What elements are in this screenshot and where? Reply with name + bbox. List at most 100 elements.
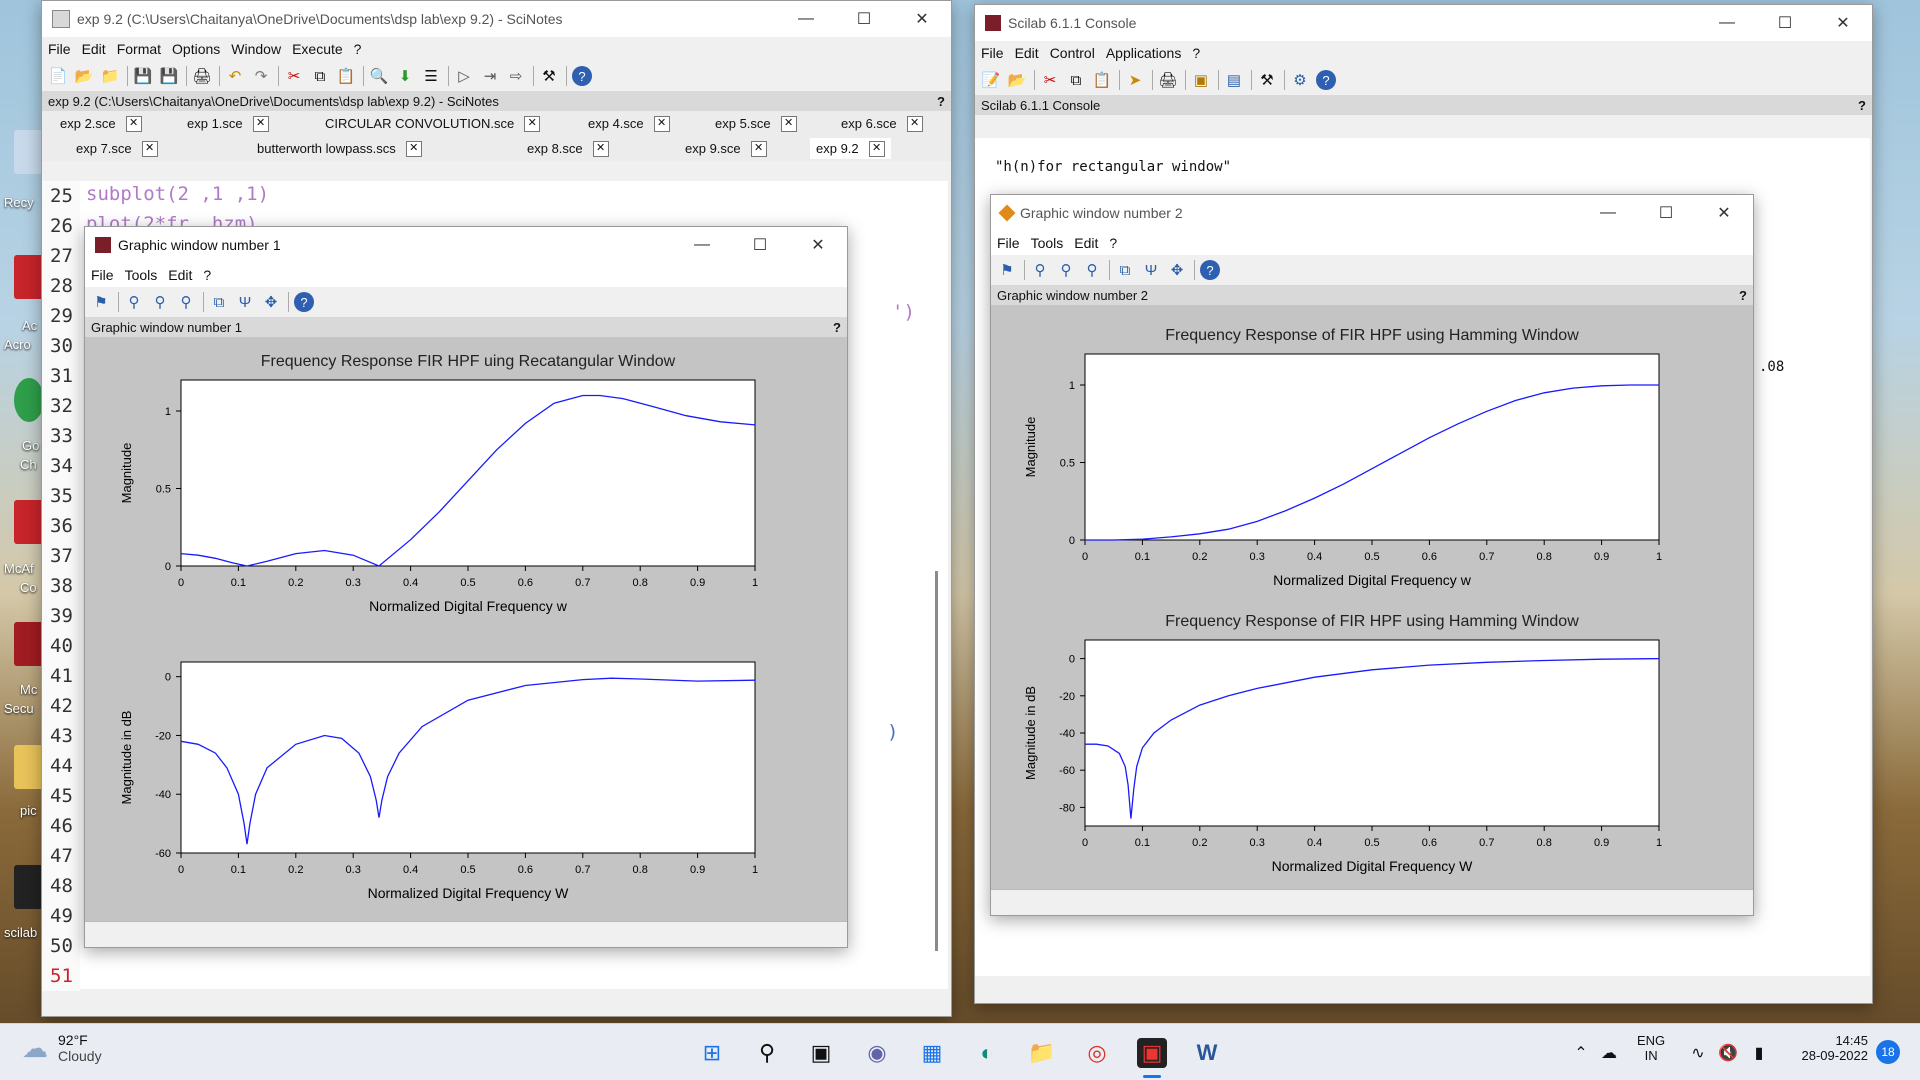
close-icon[interactable]: ✕: [915, 11, 929, 28]
search-icon[interactable]: ⚲: [758, 1040, 776, 1065]
open-folder-icon[interactable]: 📁: [100, 68, 120, 85]
tab-exp9[interactable]: exp 9.sce ✕: [685, 138, 767, 159]
scinotes-titlebar[interactable]: exp 9.2 (C:\Users\Chaitanya\OneDrive\Doc…: [42, 1, 951, 37]
help-icon[interactable]: ?: [572, 66, 592, 86]
minimize-icon[interactable]: —: [798, 10, 814, 27]
clear-console-icon[interactable]: ▣: [1193, 72, 1209, 89]
tab-butterworth-lowpass[interactable]: butterworth lowpass.scs ✕: [257, 138, 422, 159]
menu-options[interactable]: Options: [172, 41, 221, 57]
print-icon[interactable]: 🖨: [1158, 72, 1178, 89]
tab-close-icon[interactable]: ✕: [405, 140, 422, 157]
tab-close-icon[interactable]: ✕: [141, 140, 158, 157]
menu-execute[interactable]: Execute: [292, 41, 343, 57]
scilab-desktop-icon[interactable]: [14, 865, 44, 909]
close-icon[interactable]: ✕: [811, 237, 825, 254]
help-icon[interactable]: ?: [1316, 70, 1336, 90]
tab-close-icon[interactable]: ✕: [780, 115, 797, 132]
load-into-scilab-icon[interactable]: ⬇: [398, 68, 412, 85]
xcos-icon[interactable]: ▤: [1226, 72, 1242, 89]
infobar-help-icon[interactable]: ?: [833, 319, 841, 335]
preferences-icon[interactable]: ⚒: [542, 68, 556, 85]
zoom-icon[interactable]: ⚲: [128, 294, 140, 311]
preferences-icon[interactable]: ⚒: [1260, 72, 1274, 89]
run-until-icon[interactable]: ⇥: [483, 68, 497, 85]
tab-circular-convolution[interactable]: CIRCULAR CONVOLUTION.sce ✕: [325, 113, 541, 134]
menu-file[interactable]: File: [981, 45, 1004, 61]
mcafee-security-icon[interactable]: [14, 622, 44, 666]
battery-icon[interactable]: ▮: [1754, 1045, 1764, 1062]
network-status-icon[interactable]: ☁: [1601, 1045, 1617, 1062]
find-replace-icon[interactable]: 🔍: [369, 68, 389, 85]
tab-exp4[interactable]: exp 4.sce ✕: [588, 113, 670, 134]
datatip-icon[interactable]: ⚑: [1000, 262, 1014, 279]
tab-close-icon[interactable]: ✕: [125, 115, 142, 132]
tab-close-icon[interactable]: ✕: [653, 115, 670, 132]
wifi-icon[interactable]: ∿: [1691, 1045, 1705, 1062]
help-icon[interactable]: ?: [294, 292, 314, 312]
menu-control[interactable]: Control: [1049, 45, 1095, 61]
menu-help[interactable]: ?: [353, 41, 362, 57]
menu-edit[interactable]: Edit: [1074, 235, 1099, 251]
menu-help[interactable]: ?: [1109, 235, 1118, 251]
zoom-in-icon[interactable]: ⚲: [1060, 262, 1072, 279]
minimize-icon[interactable]: —: [1600, 204, 1616, 221]
infobar-help-icon[interactable]: ?: [937, 93, 945, 109]
tab-close-icon[interactable]: ✕: [252, 115, 269, 132]
tab-exp6[interactable]: exp 6.sce ✕: [841, 113, 923, 134]
undo-icon[interactable]: ↶: [228, 68, 242, 85]
execute-file-icon[interactable]: ☰: [424, 68, 438, 85]
menu-help[interactable]: ?: [203, 267, 212, 283]
pan-icon[interactable]: ✥: [264, 294, 278, 311]
change-directory-icon[interactable]: ➤: [1128, 72, 1142, 89]
zoom-out-icon[interactable]: ⚲: [180, 294, 192, 311]
run-selection-icon[interactable]: ⇨: [509, 68, 523, 85]
menu-file[interactable]: File: [91, 267, 114, 283]
menu-tools[interactable]: Tools: [1030, 235, 1064, 251]
save-as-icon[interactable]: 💾: [159, 68, 179, 85]
menu-applications[interactable]: Applications: [1105, 45, 1182, 61]
zoom-out-icon[interactable]: ⚲: [1086, 262, 1098, 279]
menu-file[interactable]: File: [997, 235, 1020, 251]
redo-icon[interactable]: ↷: [254, 68, 268, 85]
tab-close-icon[interactable]: ✕: [524, 115, 541, 132]
scinotes-icon[interactable]: 📝: [981, 72, 1001, 89]
close-icon[interactable]: ✕: [1836, 15, 1850, 32]
editor-scrollbar[interactable]: [935, 571, 938, 951]
menu-help[interactable]: ?: [1192, 45, 1201, 61]
edit-axes-icon[interactable]: Ψ: [1144, 261, 1158, 279]
language-indicator[interactable]: ENG IN: [1637, 1033, 1665, 1063]
run-icon[interactable]: ▷: [458, 68, 470, 85]
file-explorer-icon[interactable]: 📁: [1028, 1040, 1056, 1065]
maximize-icon[interactable]: ☐: [752, 237, 768, 254]
recycle-bin-icon[interactable]: [14, 130, 44, 174]
notification-badge[interactable]: 18: [1876, 1040, 1900, 1064]
menu-window[interactable]: Window: [231, 41, 282, 57]
rotate-icon[interactable]: ⧉: [1119, 261, 1131, 279]
volume-muted-icon[interactable]: 🔇: [1718, 1045, 1738, 1062]
infobar-help-icon[interactable]: ?: [1858, 97, 1866, 113]
tab-close-icon[interactable]: ✕: [868, 140, 885, 157]
folder-icon[interactable]: [14, 745, 44, 789]
graphic2-titlebar[interactable]: Graphic window number 2 — ☐ ✕: [991, 195, 1753, 231]
tab-close-icon[interactable]: ✕: [750, 140, 767, 157]
module-manager-icon[interactable]: ⚙: [1293, 72, 1307, 89]
chrome-icon[interactable]: [14, 378, 44, 422]
open-file-icon[interactable]: 📂: [74, 68, 94, 85]
paste-icon[interactable]: 📋: [1092, 72, 1112, 89]
edge-browser-icon[interactable]: ◐: [980, 1040, 994, 1065]
tab-exp9-2-active[interactable]: exp 9.2 ✕: [810, 138, 891, 159]
save-icon[interactable]: 💾: [133, 68, 153, 85]
task-view-icon[interactable]: ▣: [810, 1040, 832, 1065]
paste-icon[interactable]: 📋: [336, 68, 356, 85]
copy-icon[interactable]: ⧉: [1070, 71, 1082, 89]
chrome-taskbar-icon[interactable]: ◎: [1087, 1040, 1107, 1065]
microsoft-store-icon[interactable]: ▦: [921, 1040, 943, 1065]
tab-exp2[interactable]: exp 2.sce ✕: [60, 113, 142, 134]
menu-tools[interactable]: Tools: [124, 267, 158, 283]
graphic1-titlebar[interactable]: Graphic window number 1 — ☐ ✕: [85, 227, 847, 263]
cut-icon[interactable]: ✂: [1043, 72, 1057, 89]
help-icon[interactable]: ?: [1200, 260, 1220, 280]
tab-exp1[interactable]: exp 1.sce ✕: [187, 113, 269, 134]
scilab-taskbar-icon[interactable]: ▣: [1137, 1038, 1167, 1068]
console-titlebar[interactable]: Scilab 6.1.1 Console — ☐ ✕: [975, 5, 1872, 41]
